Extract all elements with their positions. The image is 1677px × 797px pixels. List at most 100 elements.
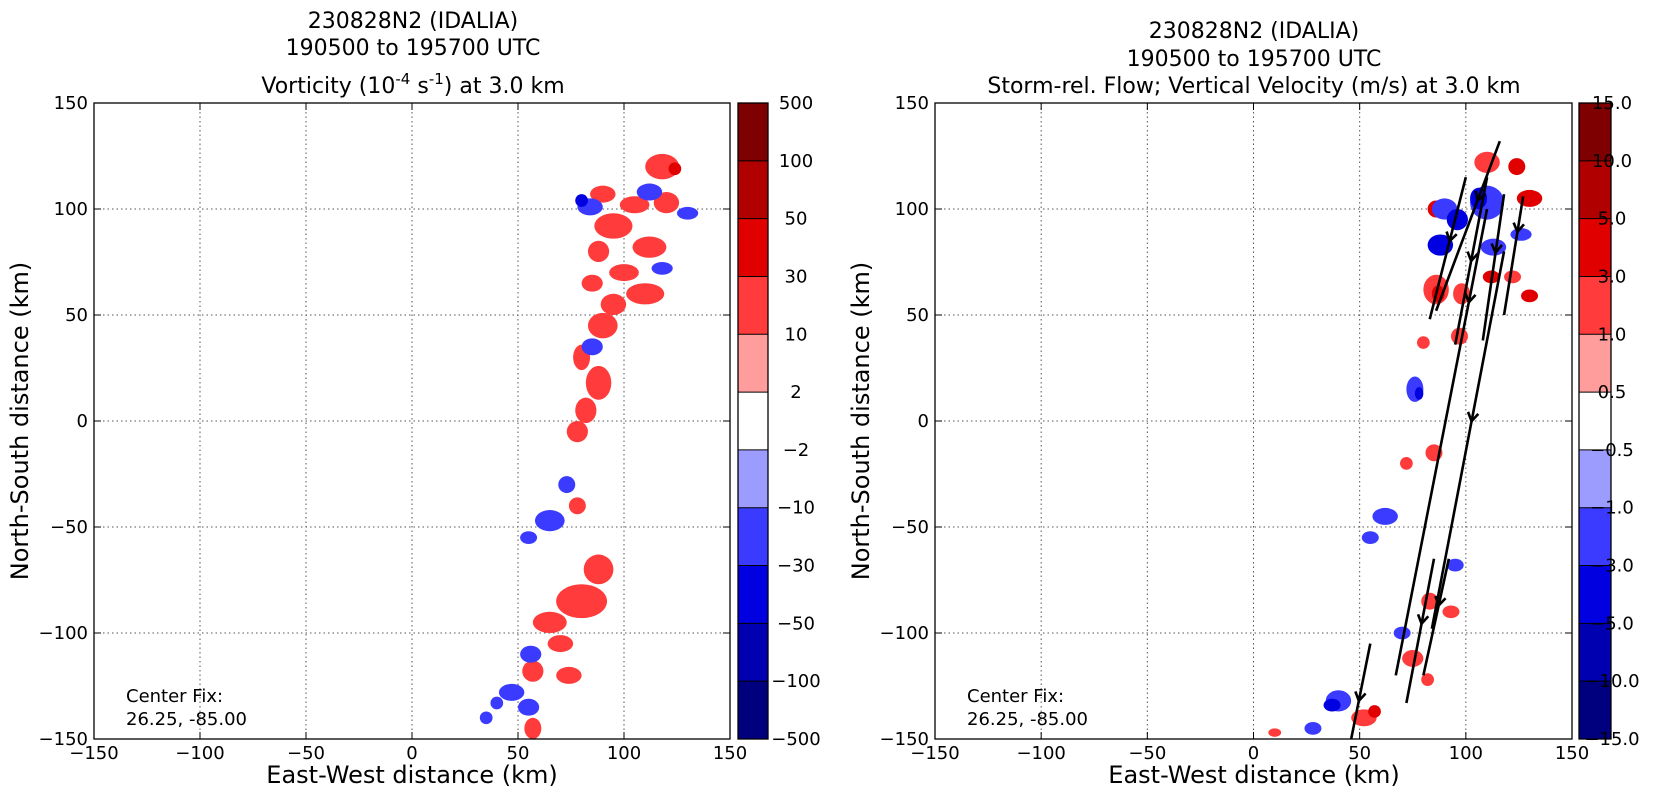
colorbar-tick-label: −1.0 [1590,498,1634,519]
x-tick-label: −50 [287,743,325,764]
y-tick-label: 50 [906,305,929,326]
right-title-line-3: Storm-rel. Flow; Vertical Velocity (m/s)… [987,74,1520,99]
y-tick-label: 100 [54,199,88,220]
colorbar-tick-label: 10 [785,324,808,345]
colorbar-segment [1579,681,1611,739]
negative-contour [1446,558,1464,572]
left-annotation-line-1: Center Fix: [126,686,223,707]
colorbar-segment [1579,507,1611,566]
negative-contour [636,183,663,201]
positive-contour [566,421,588,443]
negative-contour [520,531,538,544]
colorbar-segment [738,681,768,739]
negative-contour [581,338,603,356]
flow-streamline [1434,140,1502,312]
x-tick-label: −50 [1128,743,1166,764]
colorbar-segment [738,507,768,566]
left-title-line-2: 190500 to 195700 UTC [286,36,541,61]
flow-streamline [1428,176,1468,320]
negative-contour [1446,209,1468,231]
left-title-3-sup2: -1 [429,70,444,88]
colorbar-tick-label: 0.5 [1598,382,1627,403]
colorbar-tick-label: −10.0 [1584,671,1639,692]
positive-contour [1504,270,1522,284]
colorbar-frame [737,102,769,740]
negative-contour [558,476,576,494]
colorbar-segment [738,449,768,508]
left-title-3-prefix: Vorticity (10 [261,74,395,99]
y-tick-label: 0 [918,411,929,432]
right-title-line-2: 190500 to 195700 UTC [1127,47,1382,72]
x-tick-label: −150 [910,743,959,764]
colorbar-tick-label: −100 [771,671,820,692]
colorbar-segment [1579,103,1611,161]
right-x-axis-label: East-West distance (km) [1108,761,1399,789]
colorbar-tick-label: 500 [779,93,813,114]
x-tick-label: 0 [1248,743,1259,764]
positive-contour [532,611,567,634]
colorbar-segment [1579,276,1611,335]
flow-arrowhead [1416,613,1430,627]
flow-arrowhead [1466,251,1479,264]
positive-contour [587,312,618,339]
colorbar-tick-label: 100 [779,151,813,172]
left-annotation-line-2: 26.25, -85.00 [126,709,247,730]
x-tick-label: 50 [1348,743,1371,764]
positive-contour [609,264,639,282]
y-tick-label: 50 [65,305,88,326]
right-annotation-line-2: 26.25, -85.00 [967,709,1088,730]
negative-contour [1372,507,1398,525]
colorbar-tick-label: −50 [777,613,815,634]
left-title-3-sup1: -4 [395,70,410,88]
flow-arrowhead [1445,231,1458,244]
y-tick-label: −50 [50,517,88,538]
positive-contour [1508,158,1526,176]
negative-contour [498,683,525,701]
y-tick-label: −100 [39,623,88,644]
colorbar-segment [738,160,768,219]
left-title-line-3: Vorticity (10-4 s-1) at 3.0 km [261,70,564,99]
colorbar-segment [738,218,768,277]
negative-contour [1510,228,1532,241]
positive-contour [1521,289,1539,303]
colorbar-frame [1578,102,1612,740]
positive-contour [524,717,542,739]
positive-contour [583,554,614,585]
right-flow-streamlines [1349,140,1525,739]
left-vorticity-field [479,153,699,739]
colorbar-segment [738,334,768,393]
negative-contour [1304,722,1322,735]
colorbar-tick-label: 1.0 [1598,324,1627,345]
colorbar-segment [1579,449,1611,508]
colorbar-segment [1579,565,1611,624]
flow-arrowhead [1512,222,1525,235]
colorbar-tick-label: −3.0 [1590,556,1634,577]
negative-contour [1414,387,1424,400]
negative-contour [575,194,588,207]
positive-contour [547,635,574,653]
flow-streamline [1481,193,1506,341]
colorbar-segment [1579,218,1611,277]
left-x-axis-label: East-West distance (km) [266,761,557,789]
y-tick-label: −150 [880,729,929,750]
negative-contour [1323,698,1341,712]
positive-contour [1400,457,1413,470]
negative-contour [520,645,542,663]
left-title-3-suffix: ) at 3.0 km [444,74,565,99]
colorbar-segment [738,276,768,335]
x-tick-label: 150 [1555,743,1589,764]
colorbar-tick-label: −15.0 [1584,729,1639,750]
negative-contour [534,510,565,532]
positive-contour [1416,336,1430,349]
positive-contour [594,213,633,239]
right-annotation-line-1: Center Fix: [967,686,1064,707]
left-y-axis-label: North-South distance (km) [6,262,34,581]
left-title-3-mid: s [410,74,428,99]
colorbar-segment [738,565,768,624]
colorbar-tick-label: −30 [777,556,815,577]
positive-contour [590,185,616,203]
y-tick-label: 150 [54,93,88,114]
x-tick-label: 50 [507,743,530,764]
positive-contour [1421,673,1434,686]
